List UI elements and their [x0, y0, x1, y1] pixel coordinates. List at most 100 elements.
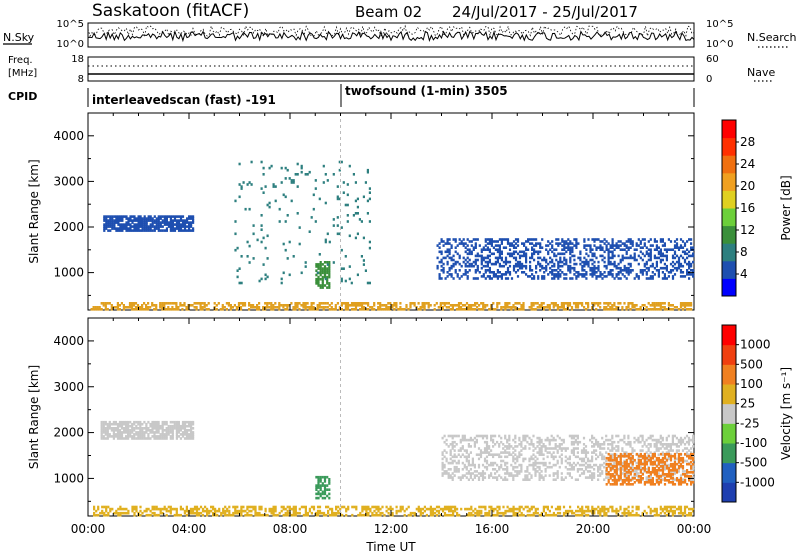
echo-cell	[629, 440, 632, 444]
echo-cell	[189, 507, 192, 511]
echo-cell	[605, 507, 608, 511]
echo-cell	[157, 229, 160, 232]
echo-cell	[673, 240, 677, 243]
echo-cell	[333, 511, 336, 515]
echo-cell	[667, 445, 670, 448]
echo-cell	[486, 269, 489, 272]
echo-cell	[516, 470, 519, 473]
echo-cell	[532, 449, 535, 452]
echo-cell	[492, 262, 495, 266]
echo-cell	[157, 225, 160, 228]
echo-cell	[669, 456, 673, 460]
echo-cell	[623, 451, 626, 454]
echo-cell	[502, 447, 505, 450]
nsky-tick-top: 10^5	[57, 19, 84, 30]
echo-cell	[286, 304, 289, 307]
echo-cell	[464, 246, 467, 249]
echo-cell	[441, 468, 444, 471]
echo-cell	[554, 507, 558, 511]
echo-cell	[175, 513, 178, 517]
echo-cell	[665, 254, 668, 258]
echo-cell	[254, 507, 257, 511]
echo-cell	[667, 467, 671, 470]
echo-cell	[319, 265, 322, 268]
echo-cell	[373, 513, 376, 517]
echo-cell	[296, 162, 299, 166]
echo-cell	[601, 507, 604, 511]
echo-cell	[486, 304, 489, 307]
echo-cell	[356, 197, 359, 201]
echo-cell	[639, 479, 642, 482]
echo-cell	[219, 308, 222, 311]
echo-cell	[655, 475, 658, 478]
echo-cell	[447, 472, 450, 475]
echo-cell	[425, 513, 428, 517]
echo-cell	[665, 475, 669, 478]
echo-cell	[475, 434, 478, 438]
echo-cell	[292, 308, 295, 311]
echo-cell	[577, 509, 580, 513]
echo-cell	[538, 304, 541, 307]
echo-cell	[605, 438, 608, 442]
echo-cell	[323, 490, 327, 494]
echo-cell	[561, 271, 564, 274]
echo-cell	[470, 252, 473, 256]
echo-cell	[631, 240, 634, 243]
echo-cell	[498, 264, 501, 268]
echo-cell	[462, 242, 465, 245]
echo-cell	[528, 509, 531, 513]
echo-cell	[296, 212, 299, 215]
echo-cell	[443, 302, 446, 305]
echo-cell	[359, 513, 362, 517]
echo-cell	[191, 511, 195, 515]
echo-cell	[459, 449, 462, 452]
echo-cell	[300, 164, 303, 168]
echo-cell	[451, 306, 454, 309]
echo-cell	[304, 513, 307, 517]
echo-cell	[312, 507, 316, 511]
echo-cell	[653, 452, 656, 456]
echo-cell	[492, 468, 495, 471]
echo-cell	[302, 302, 305, 305]
echo-cell	[494, 434, 497, 438]
echo-cell	[104, 306, 107, 309]
echo-cell	[475, 470, 478, 473]
echo-cell	[625, 507, 628, 511]
echo-cell	[455, 470, 458, 473]
echo-cell	[484, 507, 487, 511]
echo-cell	[163, 215, 166, 218]
nave-tick-top: 60	[706, 54, 719, 65]
echo-cell	[201, 513, 205, 517]
echo-cell	[506, 238, 510, 241]
echo-cell	[433, 507, 437, 511]
echo-cell	[530, 476, 533, 479]
echo-cell	[205, 304, 208, 307]
echo-cell	[555, 275, 558, 278]
echo-cell	[508, 438, 511, 442]
echo-cell	[482, 258, 485, 262]
echo-cell	[591, 445, 594, 448]
echo-cell	[552, 304, 555, 307]
echo-cell	[504, 468, 507, 471]
echo-cell	[318, 511, 322, 515]
echo-cell	[510, 308, 513, 311]
echo-cell	[502, 459, 505, 463]
echo-cell	[623, 481, 626, 484]
echo-cell	[480, 511, 483, 515]
echo-cell	[105, 509, 108, 513]
echo-cell	[353, 505, 356, 509]
echo-cell	[141, 435, 144, 438]
echo-cell	[542, 507, 545, 511]
echo-cell	[645, 511, 648, 515]
echo-cell	[161, 304, 164, 307]
echo-cell	[677, 248, 681, 251]
echo-cell	[117, 511, 120, 515]
echo-cell	[177, 229, 181, 232]
echo-cell	[516, 238, 520, 241]
echo-cell	[254, 505, 257, 509]
echo-cell	[175, 435, 178, 438]
echo-cell	[538, 478, 541, 481]
echo-cell	[135, 424, 138, 428]
echo-cell	[667, 452, 671, 456]
echo-cell	[268, 306, 271, 309]
